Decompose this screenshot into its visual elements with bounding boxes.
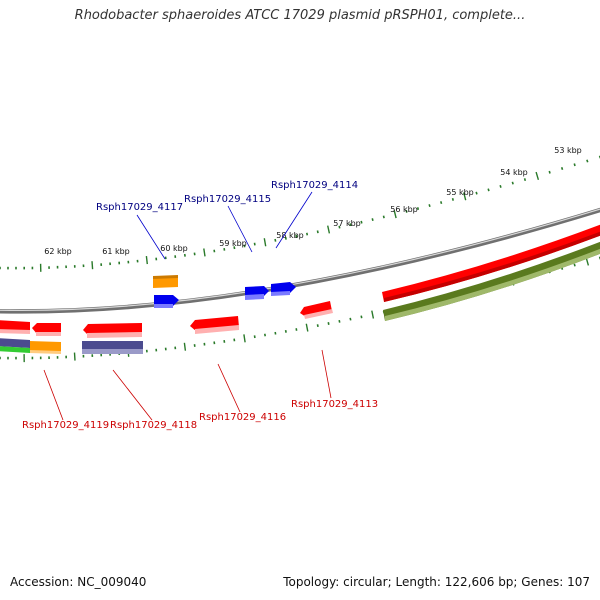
genes-value: 107 xyxy=(567,575,590,589)
kbp-label: 55 kbp xyxy=(446,188,474,197)
outer-minor-tick xyxy=(405,209,408,213)
inner-minor-tick xyxy=(327,322,330,325)
genes-label: Genes: xyxy=(521,575,564,589)
gene-blue-3[interactable] xyxy=(271,282,296,296)
outer-minor-tick xyxy=(451,198,454,201)
gene-olive-long[interactable] xyxy=(383,238,600,321)
gene-orange-2[interactable] xyxy=(29,341,61,354)
gene-red-3[interactable] xyxy=(83,323,142,338)
inner-major-tick xyxy=(243,334,246,343)
topology-value: circular xyxy=(343,575,388,589)
outer-major-tick xyxy=(393,210,397,219)
kbp-label: 54 kbp xyxy=(500,168,528,177)
inner-minor-tick xyxy=(349,317,352,321)
gene-red-4[interactable] xyxy=(190,316,239,334)
gene-label-rsph17029-4117[interactable]: Rsph17029_4117 xyxy=(96,202,183,213)
gene-blue-2[interactable] xyxy=(245,286,269,300)
inner-minor-tick xyxy=(360,315,363,319)
gene-red-5[interactable] xyxy=(300,301,333,319)
kbp-label: 62 kbp xyxy=(44,247,72,256)
outer-minor-tick xyxy=(475,191,478,195)
outer-major-tick xyxy=(535,171,540,181)
kbp-label: 56 kbp xyxy=(390,205,418,214)
gene-label-rsph17029-4118[interactable]: Rsph17029_4118 xyxy=(110,420,197,431)
kbp-label: 57 kbp xyxy=(333,219,361,228)
inner-major-tick xyxy=(183,342,187,351)
accession-info: Accession: NC_009040 xyxy=(10,575,146,589)
outer-minor-tick xyxy=(573,163,576,167)
inner-major-tick xyxy=(371,310,375,319)
gene-olive-long-shade xyxy=(385,248,600,321)
outer-major-tick xyxy=(91,261,94,270)
outer-minor-tick xyxy=(316,230,319,234)
accession-value: NC_009040 xyxy=(77,575,147,589)
gene-red-1[interactable] xyxy=(0,320,30,334)
outer-minor-tick xyxy=(428,204,431,208)
gene-label-rsph17029-4113[interactable]: Rsph17029_4113 xyxy=(291,399,378,410)
gene-label-rsph17029-4114[interactable]: Rsph17029_4114 xyxy=(271,180,358,191)
gene-purple-1[interactable] xyxy=(0,338,30,348)
label-pointers xyxy=(43,191,332,421)
outer-minor-tick xyxy=(499,184,502,188)
outer-minor-tick xyxy=(416,207,420,210)
outer-minor-tick xyxy=(338,225,341,229)
length-label: Length: xyxy=(395,575,441,589)
kbp-label: 60 kbp xyxy=(160,244,188,253)
kbp-scale-labels: 62 kbp 61 kbp 60 kbp 59 kbp 58 kbp 57 kbp 56 k… xyxy=(44,146,582,256)
kbp-label: 59 kbp xyxy=(219,239,247,248)
outer-minor-tick xyxy=(560,167,564,171)
length-value: 122,606 bp xyxy=(444,575,514,589)
accession-label: Accession: xyxy=(10,575,74,589)
gene-label-rsph17029-4116[interactable]: Rsph17029_4116 xyxy=(199,412,286,423)
kbp-label: 53 kbp xyxy=(554,146,582,155)
outer-minor-tick xyxy=(306,232,309,236)
outer-major-tick xyxy=(463,192,467,201)
outer-major-tick xyxy=(263,238,267,247)
outer-tick-track xyxy=(0,155,600,272)
gene-blue-1[interactable] xyxy=(154,295,179,308)
gene-green-1[interactable] xyxy=(0,346,30,353)
inner-minor-tick xyxy=(316,324,319,328)
outer-major-tick xyxy=(145,256,148,265)
outer-minor-tick xyxy=(548,170,551,174)
gene-forward-red-long-shade xyxy=(384,231,600,302)
outer-minor-tick xyxy=(360,220,363,224)
outer-minor-tick xyxy=(349,223,352,227)
outer-minor-tick xyxy=(382,215,385,219)
outer-minor-tick xyxy=(295,234,298,238)
gene-orange-1[interactable] xyxy=(153,275,178,288)
outer-minor-tick xyxy=(371,218,374,221)
outer-minor-tick xyxy=(586,159,589,163)
gene-label-rsph17029-4115[interactable]: Rsph17029_4115 xyxy=(184,194,271,205)
kbp-label: 58 kbp xyxy=(276,231,304,240)
outer-minor-tick xyxy=(487,188,490,192)
sequence-summary: Topology: circular; Length: 122,606 bp; … xyxy=(283,575,590,589)
inner-major-tick xyxy=(73,352,76,361)
inner-minor-tick xyxy=(573,263,576,267)
gene-purple-2[interactable] xyxy=(82,341,143,354)
outer-minor-tick xyxy=(284,236,287,240)
kbp-label: 61 kbp xyxy=(102,247,130,256)
topology-label: Topology: xyxy=(283,575,340,589)
inner-minor-tick xyxy=(338,319,341,323)
gene-red-2[interactable] xyxy=(32,323,61,336)
inner-minor-tick xyxy=(284,329,287,333)
map-title: Rhodobacter sphaeroides ATCC 17029 plasm… xyxy=(74,8,526,23)
outer-minor-tick xyxy=(440,201,443,205)
outer-major-tick xyxy=(327,225,331,234)
inner-major-tick xyxy=(305,323,309,332)
outer-minor-tick xyxy=(233,246,236,250)
gene-forward-red-long[interactable] xyxy=(382,221,600,302)
outer-minor-tick xyxy=(511,181,514,185)
gene-label-rsph17029-4119[interactable]: Rsph17029_4119 xyxy=(22,420,109,431)
outer-minor-tick xyxy=(274,238,277,242)
outer-minor-tick xyxy=(523,178,527,182)
outer-major-tick xyxy=(203,248,206,257)
